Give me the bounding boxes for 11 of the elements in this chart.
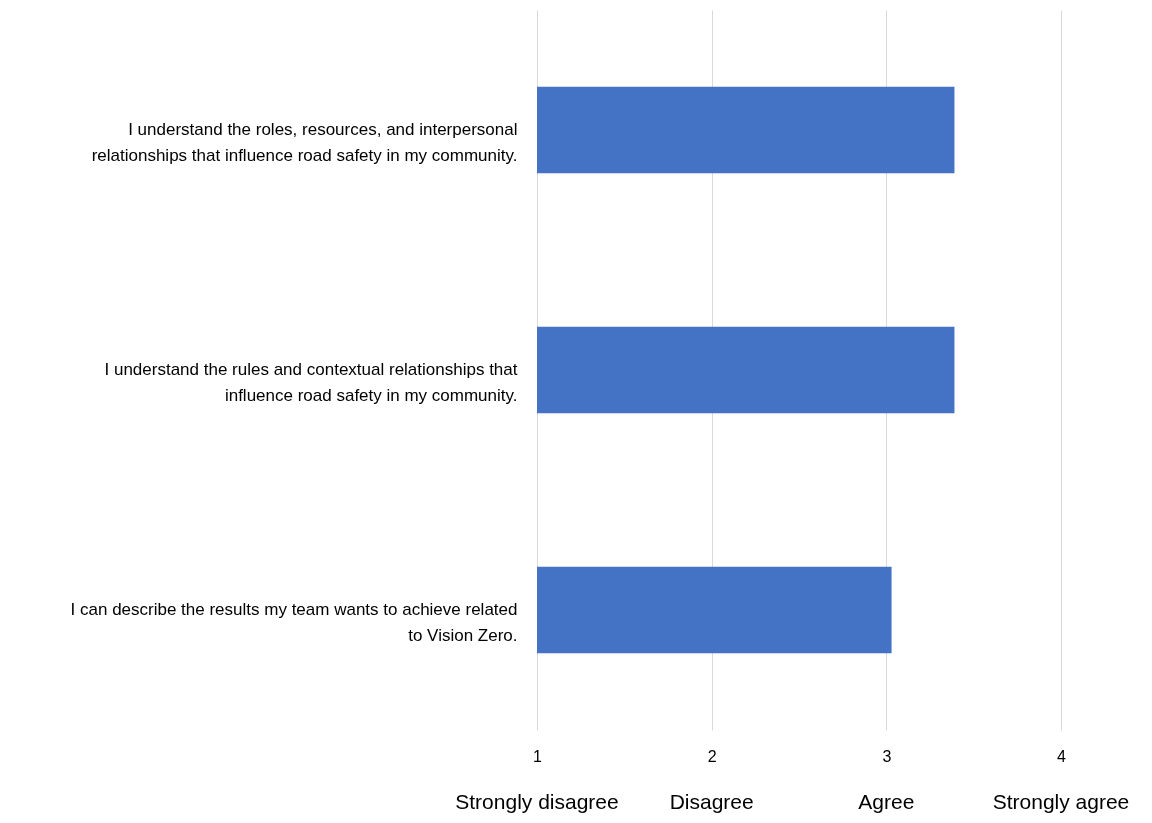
x-tick-label: 4 (1057, 747, 1067, 765)
y-tick-label: I understand the roles, resources, and interpersonal relationships that influence road safety in my community. (91, 120, 518, 165)
text: Strongly agree (992, 790, 1130, 813)
text: Disagree (669, 790, 754, 813)
x-tick-label: 3 (882, 747, 892, 765)
y-tick-label: I can describe the results my team wants to achieve related to Vision Zero. (70, 600, 518, 645)
text: Strongly disagree (455, 790, 619, 813)
x-tick-label: 1 (533, 747, 543, 765)
y-tick-label: I understand the rules and contextual relationships that influence road safety in my community. (104, 360, 518, 405)
text: Agree (858, 790, 915, 813)
x-tick-label: 2 (707, 747, 717, 765)
